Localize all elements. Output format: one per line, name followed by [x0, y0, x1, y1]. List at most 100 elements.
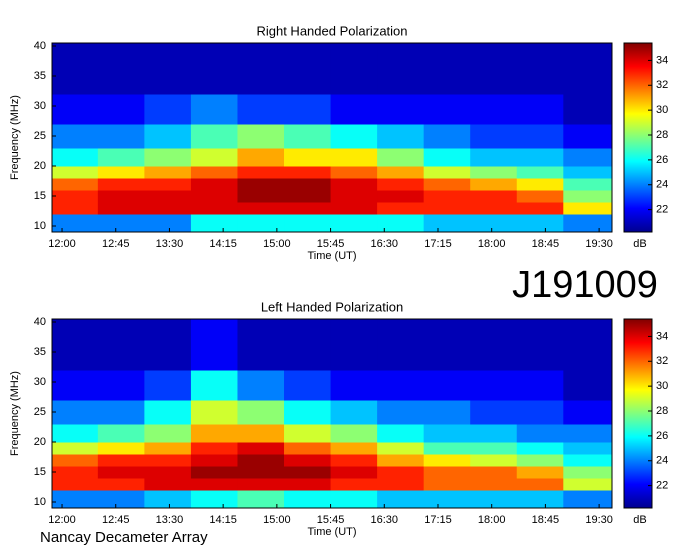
heat-cell — [470, 178, 518, 191]
heat-cell — [52, 319, 99, 371]
heat-cell — [516, 94, 564, 125]
heat-cell — [377, 478, 425, 491]
heat-cell — [144, 424, 192, 443]
x-tick-label: 12:00 — [48, 514, 76, 526]
heat-cell — [516, 466, 564, 479]
heat-cell — [97, 466, 145, 479]
heat-cell — [144, 124, 192, 149]
heat-cell — [563, 478, 613, 491]
y-tick-label: 25 — [34, 130, 46, 142]
heat-cell — [423, 400, 471, 425]
heat-cell — [516, 124, 564, 149]
colorbar — [623, 318, 653, 509]
heat-cell — [516, 43, 564, 95]
heat-cell — [423, 94, 471, 125]
heat-cell — [377, 490, 425, 509]
heat-cell — [377, 148, 425, 167]
heat-cell — [52, 454, 99, 467]
heat-cell — [284, 148, 332, 167]
heat-cell — [470, 478, 518, 491]
heat-cell — [97, 478, 145, 491]
x-tick-label: 18:00 — [478, 514, 506, 526]
heat-cell — [423, 490, 471, 509]
heat-cell — [377, 94, 425, 125]
heat-cell — [330, 214, 378, 233]
heat-cell — [52, 442, 99, 455]
heat-cell — [52, 370, 99, 401]
heat-cell — [423, 166, 471, 179]
heat-cell — [144, 190, 192, 203]
heat-cell — [144, 214, 192, 233]
heat-cell — [190, 214, 238, 233]
heat-cell — [330, 478, 378, 491]
heat-cell — [516, 478, 564, 491]
heat-cell — [423, 178, 471, 191]
colorbar-tick-label: 24 — [656, 455, 668, 467]
heat-cell — [190, 442, 238, 455]
heat-cell — [190, 190, 238, 203]
heat-cell — [423, 424, 471, 443]
heat-cell — [284, 43, 332, 95]
y-tick-label: 30 — [34, 100, 46, 112]
heat-cell — [237, 94, 285, 125]
heat-cell — [423, 43, 471, 95]
heat-cell — [330, 43, 378, 95]
colorbar — [623, 42, 653, 233]
heat-cell — [470, 202, 518, 215]
heat-cell — [284, 124, 332, 149]
heat-cell — [97, 202, 145, 215]
heat-cell — [330, 319, 378, 371]
heat-cell — [516, 214, 564, 233]
y-tick-label: 25 — [34, 406, 46, 418]
heat-cell — [330, 166, 378, 179]
heat-cell — [284, 424, 332, 443]
heat-cell — [97, 400, 145, 425]
heat-cell — [237, 214, 285, 233]
y-tick-label: 40 — [34, 40, 46, 52]
heat-cell — [190, 478, 238, 491]
footer: Nancay Decameter Array — [40, 529, 208, 546]
heat-cell — [563, 424, 613, 443]
heat-cell — [144, 94, 192, 125]
heat-cell — [330, 370, 378, 401]
heat-cell — [52, 43, 99, 95]
heat-cell — [377, 202, 425, 215]
heat-cell — [516, 490, 564, 509]
colorbar-tick-label: 26 — [656, 430, 668, 442]
heat-cell — [330, 400, 378, 425]
heat-cell — [284, 214, 332, 233]
heat-cell — [97, 424, 145, 443]
colorbar-tick-label: 32 — [656, 355, 668, 367]
heat-cell — [516, 178, 564, 191]
colorbar-tick-label: 28 — [656, 129, 668, 141]
heat-cell — [423, 466, 471, 479]
heat-cell — [470, 370, 518, 401]
heat-cell — [516, 370, 564, 401]
heat-cell — [563, 400, 613, 425]
colorbar-tick-label: 22 — [656, 480, 668, 492]
heat-cell — [190, 319, 238, 371]
heat-cell — [97, 148, 145, 167]
heat-cell — [563, 178, 613, 191]
colorbar-tick-label: 34 — [656, 54, 668, 66]
heat-cell — [237, 148, 285, 167]
heat-cell — [97, 166, 145, 179]
y-tick-label: 30 — [34, 376, 46, 388]
heat-cell — [470, 442, 518, 455]
heat-cell — [190, 148, 238, 167]
colorbar-tick-label: 32 — [656, 79, 668, 91]
heat-cell — [52, 178, 99, 191]
heat-cell — [97, 190, 145, 203]
y-tick-label: 15 — [34, 466, 46, 478]
y-tick-label: 20 — [34, 436, 46, 448]
colorbar-tick-label: 24 — [656, 179, 668, 191]
heat-cell — [516, 442, 564, 455]
heat-cell — [144, 148, 192, 167]
heat-cell — [330, 442, 378, 455]
x-tick-label: 17:15 — [424, 514, 452, 526]
heat-cell — [377, 370, 425, 401]
chart-title: Right Handed Polarization — [256, 23, 407, 38]
heat-cell — [97, 178, 145, 191]
